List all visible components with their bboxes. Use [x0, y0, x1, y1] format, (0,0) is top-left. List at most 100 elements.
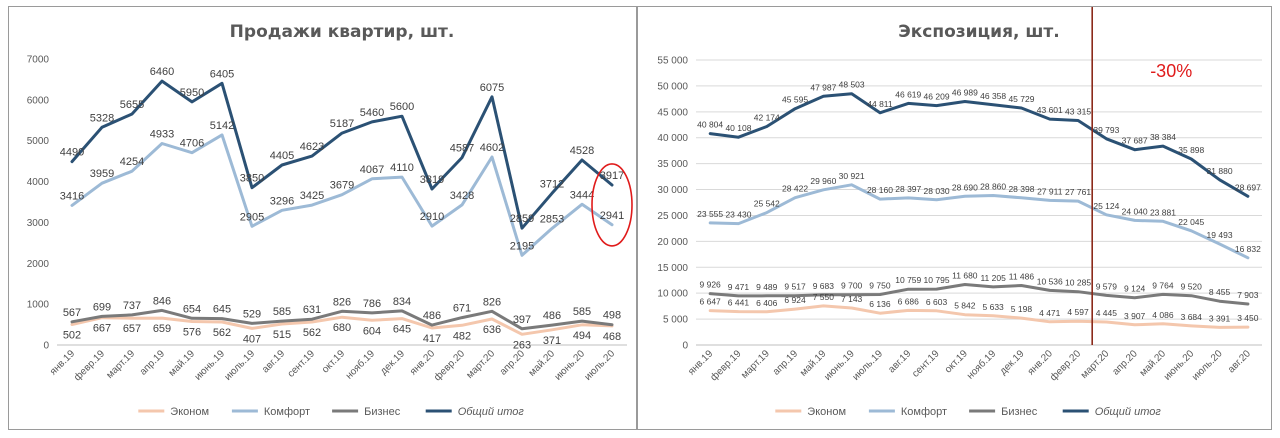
- data-label-total: 5460: [360, 107, 384, 119]
- data-label-econom: 4 597: [1067, 307, 1089, 317]
- data-label-comfort: 5142: [210, 120, 234, 132]
- data-label-comfort: 4254: [120, 156, 144, 168]
- y-tick-label: 35 000: [657, 159, 688, 170]
- data-label-total: 6075: [480, 82, 504, 94]
- data-label-business: 10 759: [895, 275, 921, 285]
- legend-label-comfort: Комфорт: [264, 406, 310, 418]
- data-label-comfort: 4110: [390, 162, 414, 174]
- data-label-econom: 515: [273, 329, 291, 341]
- data-label-comfort: 3959: [90, 168, 114, 180]
- x-tick-label: июль.20: [1190, 348, 1225, 383]
- exposition-chart-panel: Экспозиция, шт. 0 5 000 10 000 15 000 20 000 2…: [637, 6, 1272, 430]
- data-label-business: 9 764: [1152, 280, 1174, 290]
- x-tick-label: февр.19: [708, 347, 744, 383]
- data-label-total: 4490: [60, 147, 84, 159]
- data-label-total: 5328: [90, 112, 114, 124]
- series-line-econom: [708, 304, 1250, 329]
- series-line-business: [708, 283, 1250, 306]
- data-label-comfort: 2195: [510, 240, 534, 252]
- data-label-econom: 417: [423, 333, 441, 345]
- data-label-comfort: 27 911: [1037, 186, 1063, 196]
- data-label-total: 46 209: [924, 92, 950, 102]
- legend-label-total: Общий итог: [458, 406, 525, 418]
- data-label-comfort: 28 860: [980, 181, 1006, 191]
- data-label-business: 11 205: [980, 273, 1006, 283]
- data-label-business: 846: [153, 295, 171, 307]
- x-tick-label: февр.19: [71, 347, 107, 383]
- chart-title: Экспозиция, шт.: [898, 22, 1059, 42]
- data-label-total: 28 697: [1235, 182, 1261, 192]
- series-line-business: [70, 308, 614, 331]
- x-tick-label: янв.19: [48, 348, 77, 377]
- data-label-business: 699: [93, 301, 111, 313]
- data-label-business: 786: [363, 298, 381, 310]
- data-label-business: 498: [603, 310, 621, 322]
- data-label-comfort: 28 422: [782, 184, 808, 194]
- x-tick-label: дек.19: [998, 348, 1027, 377]
- data-label-comfort: 25 542: [754, 199, 780, 209]
- data-label-total: 39 793: [1093, 125, 1119, 135]
- data-label-econom: 482: [453, 330, 471, 342]
- data-label-business: 9 700: [841, 281, 863, 291]
- data-label-business: 7 903: [1237, 290, 1259, 300]
- series-line-comfort: [70, 133, 614, 257]
- data-label-total: 43 601: [1037, 105, 1063, 115]
- data-label-econom: 6 686: [898, 296, 920, 306]
- data-label-comfort: 23 881: [1150, 207, 1176, 217]
- sales-line-chart: Продажи квартир, шт. 0 1000 2000 3000 4000 500…: [27, 22, 633, 418]
- data-label-total: 37 687: [1122, 136, 1148, 146]
- data-label-business: 631: [303, 304, 321, 316]
- data-label-total: 35 898: [1178, 145, 1204, 155]
- data-label-total: 3712: [540, 178, 564, 190]
- data-label-total: 46 989: [952, 88, 978, 98]
- data-label-comfort: 2941: [600, 210, 624, 222]
- legend-label-business: Бизнес: [364, 406, 401, 418]
- data-label-econom: 5 633: [983, 302, 1005, 312]
- data-label-total: 5655: [120, 99, 144, 111]
- data-label-total: 40 804: [697, 120, 723, 130]
- y-tick-label: 0: [43, 341, 49, 352]
- data-label-business: 11 486: [1009, 271, 1035, 281]
- data-label-econom: 604: [363, 325, 381, 337]
- data-label-econom: 371: [543, 335, 561, 347]
- data-label-econom: 5 842: [954, 301, 976, 311]
- data-label-comfort: 4706: [180, 138, 204, 150]
- y-tick-label: 50 000: [657, 81, 688, 92]
- legend-label-comfort: Комфорт: [901, 406, 947, 418]
- data-label-comfort: 24 040: [1122, 206, 1148, 216]
- data-label-econom: 3 907: [1124, 311, 1146, 321]
- data-label-business: 826: [333, 296, 351, 308]
- legend-label-total: Общий итог: [1095, 406, 1162, 418]
- x-tick-label: февр.20: [431, 347, 467, 383]
- data-label-total: 3917: [600, 170, 624, 182]
- data-label-econom: 5 198: [1011, 304, 1033, 314]
- x-tick-label: янв.20: [408, 348, 437, 377]
- y-tick-label: 25 000: [657, 211, 688, 222]
- series-line-total: [70, 79, 614, 230]
- data-label-business: 9 579: [1096, 281, 1118, 291]
- data-label-business: 9 489: [756, 282, 778, 292]
- x-tick-label: авг.19: [886, 348, 913, 375]
- data-label-comfort: 22 045: [1178, 217, 1204, 227]
- data-label-comfort: 28 397: [895, 184, 921, 194]
- y-tick-label: 7000: [27, 55, 50, 66]
- x-tick-label: март.20: [464, 348, 497, 381]
- data-label-comfort: 3296: [270, 195, 294, 207]
- y-tick-label: 20 000: [657, 237, 688, 248]
- data-label-econom: 7 550: [813, 292, 835, 302]
- legend-label-business: Бизнес: [1001, 406, 1038, 418]
- data-label-business: 529: [243, 308, 261, 320]
- data-label-business: 826: [483, 296, 501, 308]
- data-label-total: 42 174: [754, 112, 780, 122]
- data-label-business: 645: [213, 304, 231, 316]
- data-label-econom: 3 450: [1237, 313, 1259, 323]
- data-label-econom: 667: [93, 323, 111, 335]
- data-label-total: 3819: [420, 174, 444, 186]
- data-label-business: 10 285: [1065, 278, 1091, 288]
- data-label-total: 46 358: [980, 91, 1006, 101]
- data-label-total: 4528: [570, 145, 594, 157]
- exposition-line-chart: Экспозиция, шт. 0 5 000 10 000 15 000 20 000 2…: [657, 7, 1262, 418]
- data-label-econom: 468: [603, 331, 621, 343]
- x-tick-label: апр.20: [1110, 348, 1140, 378]
- data-label-total: 4405: [270, 150, 294, 162]
